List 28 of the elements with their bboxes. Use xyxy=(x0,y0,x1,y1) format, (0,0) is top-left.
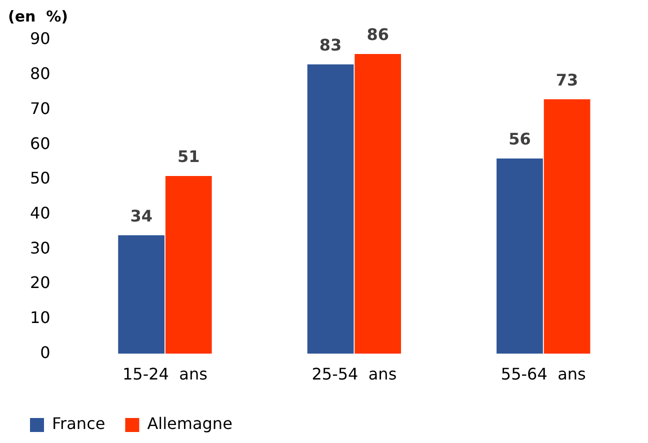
y-tick-label: 20 xyxy=(30,273,50,292)
data-label: 86 xyxy=(366,25,389,44)
bar xyxy=(544,99,590,354)
y-tick-label: 50 xyxy=(30,168,50,188)
y-tick-label: 80 xyxy=(30,64,50,84)
y-tick-label: 30 xyxy=(30,238,50,258)
y-tick-label: 60 xyxy=(30,134,50,153)
y-tick-label: 70 xyxy=(30,98,50,118)
bar xyxy=(165,176,212,354)
y-tick-label: 10 xyxy=(30,308,50,328)
data-label: 56 xyxy=(508,130,531,149)
bar xyxy=(118,235,164,354)
bar xyxy=(307,64,354,354)
legend-label: France xyxy=(52,414,106,434)
y-axis-title: (en %) xyxy=(8,7,68,26)
bar xyxy=(354,54,402,354)
x-tick-label: 55-64 ans xyxy=(500,364,586,384)
x-tick-label: 25-54 ans xyxy=(312,364,397,384)
data-label: 83 xyxy=(319,36,342,55)
data-label: 34 xyxy=(130,206,152,226)
x-tick-label: 15-24 ans xyxy=(122,364,208,384)
y-tick-label: 0 xyxy=(40,342,50,362)
y-tick-label: 40 xyxy=(30,203,50,222)
data-label: 51 xyxy=(177,147,200,166)
y-tick-label: 90 xyxy=(30,29,50,48)
data-label: 73 xyxy=(556,70,578,90)
legend-label: Allemagne xyxy=(147,414,232,434)
bar xyxy=(496,158,543,354)
